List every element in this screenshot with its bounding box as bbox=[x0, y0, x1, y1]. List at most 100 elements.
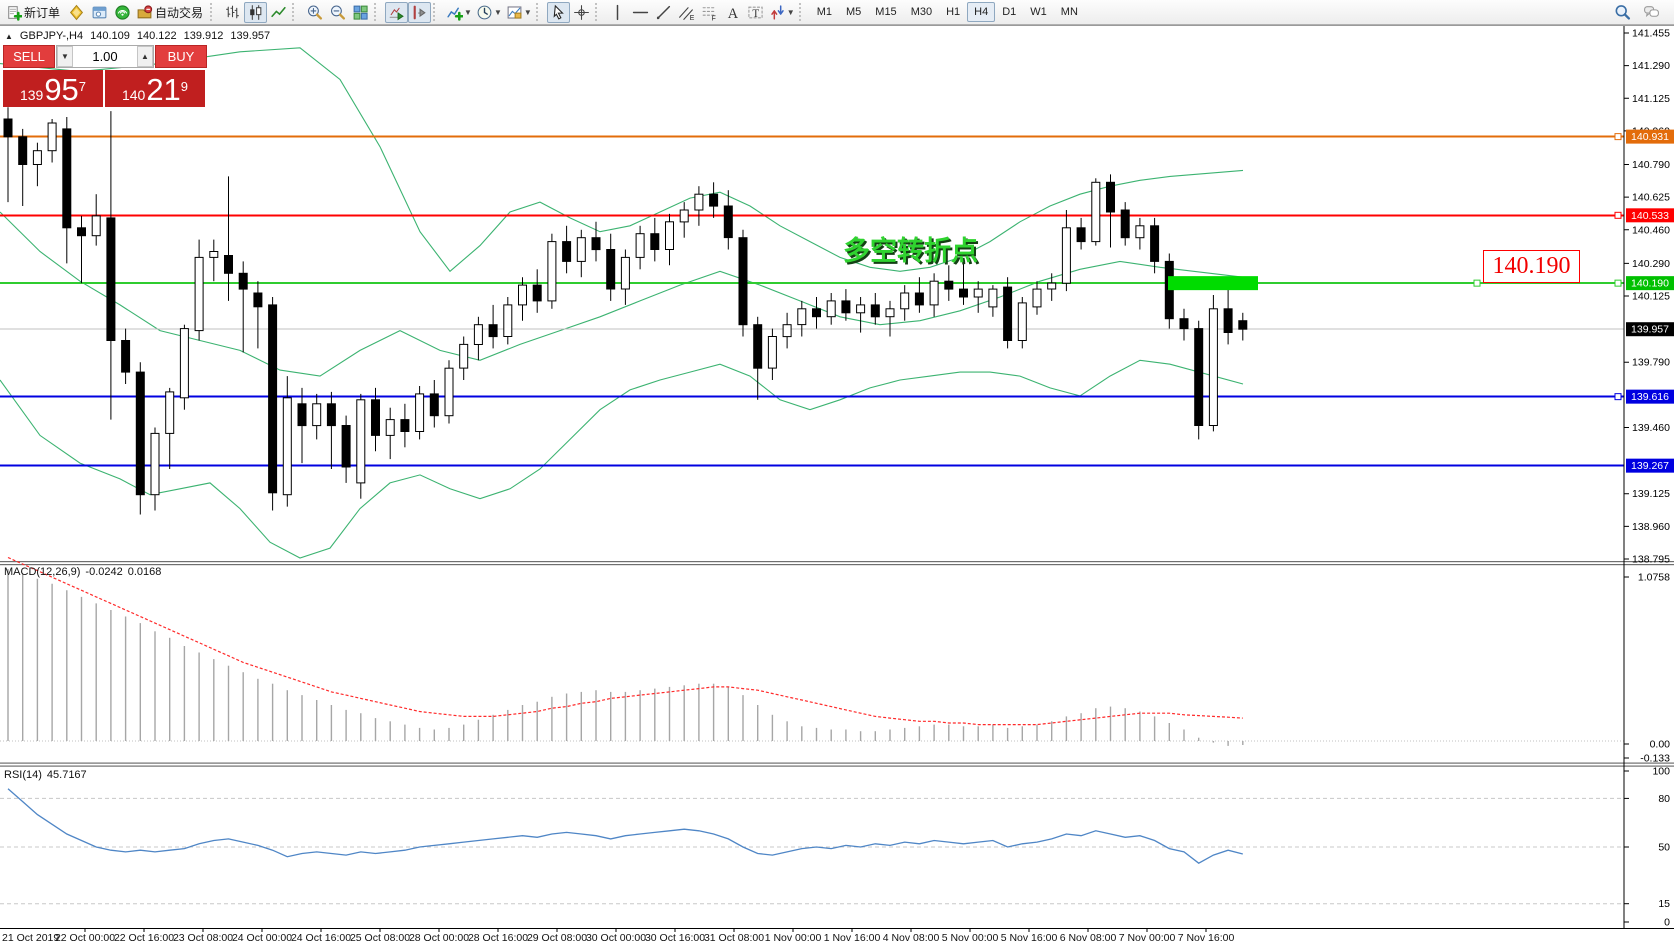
chat-button[interactable] bbox=[1640, 2, 1663, 23]
time-axis-label[interactable]: 1 Nov 00:00 bbox=[765, 932, 822, 944]
time-axis-label[interactable]: 4 Nov 08:00 bbox=[883, 932, 940, 944]
time-axis-label[interactable]: 5 Nov 16:00 bbox=[1001, 932, 1058, 944]
timeframe-w1-button[interactable]: W1 bbox=[1023, 2, 1054, 22]
volume-increase-button[interactable]: ▲ bbox=[137, 46, 153, 67]
line-handle-marker[interactable] bbox=[1614, 133, 1622, 141]
auto-scroll-icon bbox=[389, 7, 404, 20]
candle-body-bull bbox=[679, 209, 689, 223]
zoom-in-button[interactable] bbox=[303, 2, 326, 23]
candlestick-chart-button[interactable] bbox=[244, 1, 268, 23]
text-label-button[interactable]: T bbox=[744, 2, 767, 23]
candle-body-bear bbox=[1076, 227, 1086, 243]
buy-price[interactable]: 140 21 9 bbox=[105, 70, 205, 107]
time-axis-label[interactable]: 7 Nov 16:00 bbox=[1178, 932, 1235, 944]
time-axis-label[interactable]: 24 Oct 16:00 bbox=[291, 932, 351, 944]
time-axis-label[interactable]: 31 Oct 08:00 bbox=[704, 932, 764, 944]
time-axis-label[interactable]: 25 Oct 08:00 bbox=[350, 932, 410, 944]
bollinger-upper-band bbox=[0, 47, 1244, 273]
timeframe-h4-button[interactable]: H4 bbox=[967, 2, 996, 22]
candle-body-bear bbox=[224, 255, 233, 274]
time-axis-label[interactable]: 29 Oct 08:00 bbox=[527, 932, 587, 944]
pane-divider-main-macd[interactable] bbox=[0, 561, 1674, 563]
candle-body-bear bbox=[944, 280, 954, 290]
candle-body-bear bbox=[1238, 320, 1248, 330]
tile-windows-button[interactable] bbox=[349, 2, 372, 23]
time-axis-label[interactable]: 7 Nov 00:00 bbox=[1119, 932, 1176, 944]
time-axis-label[interactable]: 28 Oct 16:00 bbox=[468, 932, 528, 944]
candle-body-bear bbox=[753, 324, 763, 369]
bar-chart-button[interactable] bbox=[221, 2, 244, 23]
timeframe-m15-button[interactable]: M15 bbox=[868, 2, 903, 22]
cursor-button[interactable] bbox=[546, 1, 570, 23]
new-order-button[interactable]: 新订单 bbox=[3, 2, 65, 23]
hline-axis-label-box bbox=[1626, 208, 1674, 223]
time-axis-label[interactable]: 6 Nov 08:00 bbox=[1060, 932, 1117, 944]
time-axis-label[interactable]: 5 Nov 00:00 bbox=[942, 932, 999, 944]
vertical-line-button[interactable] bbox=[606, 2, 629, 23]
candle-body-bear bbox=[959, 288, 968, 298]
auto-scroll-button[interactable] bbox=[385, 1, 409, 23]
trendline-button[interactable] bbox=[652, 2, 675, 23]
pane-divider-macd-rsi[interactable] bbox=[0, 765, 1674, 767]
candle-body-bull bbox=[797, 308, 807, 326]
pane-divider-macd-rsi[interactable] bbox=[0, 762, 1674, 764]
sell-price[interactable]: 139 95 7 bbox=[3, 70, 103, 107]
time-axis-label[interactable]: 28 Oct 00:00 bbox=[409, 932, 469, 944]
time-axis-label[interactable]: 24 Oct 00:00 bbox=[232, 932, 292, 944]
candle-body-bull bbox=[473, 324, 483, 346]
timeframe-h1-button[interactable]: H1 bbox=[939, 2, 967, 22]
autotrading-button[interactable]: 自动交易 bbox=[134, 2, 208, 23]
candle-body-bull bbox=[1047, 282, 1057, 290]
time-axis-label[interactable]: 22 Oct 16:00 bbox=[114, 932, 174, 944]
time-axis-label[interactable]: 22 Oct 00:00 bbox=[55, 932, 115, 944]
add-indicator-button[interactable]: ▼ bbox=[444, 2, 474, 23]
volume-input[interactable]: 1.00 bbox=[73, 46, 137, 67]
candle-body-bull bbox=[973, 288, 983, 298]
dropdown-arrow-icon: ▼ bbox=[493, 7, 502, 17]
fibonacci-button[interactable]: F bbox=[698, 2, 721, 23]
volume-decrease-button[interactable]: ▼ bbox=[57, 46, 73, 67]
dropdown-arrow-icon: ▼ bbox=[464, 7, 472, 17]
text-label-icon: T bbox=[748, 6, 763, 19]
sell-button[interactable]: SELL bbox=[3, 45, 55, 68]
ohlc-open: 140.109 bbox=[90, 30, 130, 42]
pane-divider-main-macd[interactable] bbox=[0, 564, 1674, 566]
time-axis-label[interactable]: 30 Oct 00:00 bbox=[586, 932, 646, 944]
equidistant-channel-button[interactable]: E bbox=[675, 2, 698, 23]
chart-annotation-text[interactable]: 多空转折点 bbox=[843, 236, 978, 266]
line-handle-marker[interactable] bbox=[1473, 279, 1481, 287]
time-axis-label[interactable]: 23 Oct 08:00 bbox=[173, 932, 233, 944]
timeframe-m5-button[interactable]: M5 bbox=[839, 2, 868, 22]
zoom-out-button[interactable] bbox=[326, 2, 349, 23]
timeframe-d1-button[interactable]: D1 bbox=[995, 2, 1023, 22]
time-axis-label[interactable]: 21 Oct 2019 bbox=[2, 932, 59, 944]
arrows-button[interactable]: ▼ bbox=[767, 2, 797, 23]
search-button[interactable] bbox=[1611, 2, 1634, 23]
line-handle-marker[interactable] bbox=[1614, 211, 1622, 219]
line-handle-marker[interactable] bbox=[1614, 393, 1622, 401]
timeframe-m1-button[interactable]: M1 bbox=[810, 2, 839, 22]
templates-button[interactable]: ▼ bbox=[504, 2, 534, 23]
chart-shift-button[interactable] bbox=[408, 1, 432, 23]
highlight-zone-rect[interactable] bbox=[1168, 276, 1258, 291]
price-line-value-box[interactable]: 140.190 bbox=[1483, 250, 1580, 283]
line-handle-marker[interactable] bbox=[1614, 279, 1622, 287]
metaeditor-icon bbox=[69, 4, 84, 20]
macd-name: MACD(12,26,9) bbox=[4, 566, 81, 578]
buy-button[interactable]: BUY bbox=[155, 45, 207, 68]
periods-button[interactable]: ▼ bbox=[474, 2, 504, 23]
terminal-button[interactable] bbox=[88, 2, 111, 23]
signals-button[interactable] bbox=[111, 2, 134, 23]
timeframe-m30-button[interactable]: M30 bbox=[904, 2, 939, 22]
time-axis-label[interactable]: 30 Oct 16:00 bbox=[645, 932, 705, 944]
symbol-name: GBPJPY-,H4 bbox=[19, 30, 84, 42]
timeframe-mn-button[interactable]: MN bbox=[1054, 2, 1085, 22]
line-chart-button[interactable] bbox=[267, 2, 290, 23]
time-axis-label[interactable]: 1 Nov 16:00 bbox=[824, 932, 881, 944]
text-button[interactable]: A bbox=[721, 2, 744, 23]
crosshair-button[interactable] bbox=[570, 2, 593, 23]
metaeditor-button[interactable] bbox=[65, 2, 88, 23]
toolbar-right-icons bbox=[1611, 2, 1671, 23]
collapse-arrow-icon[interactable]: ▲ bbox=[5, 31, 13, 41]
horizontal-line-button[interactable] bbox=[629, 2, 652, 23]
